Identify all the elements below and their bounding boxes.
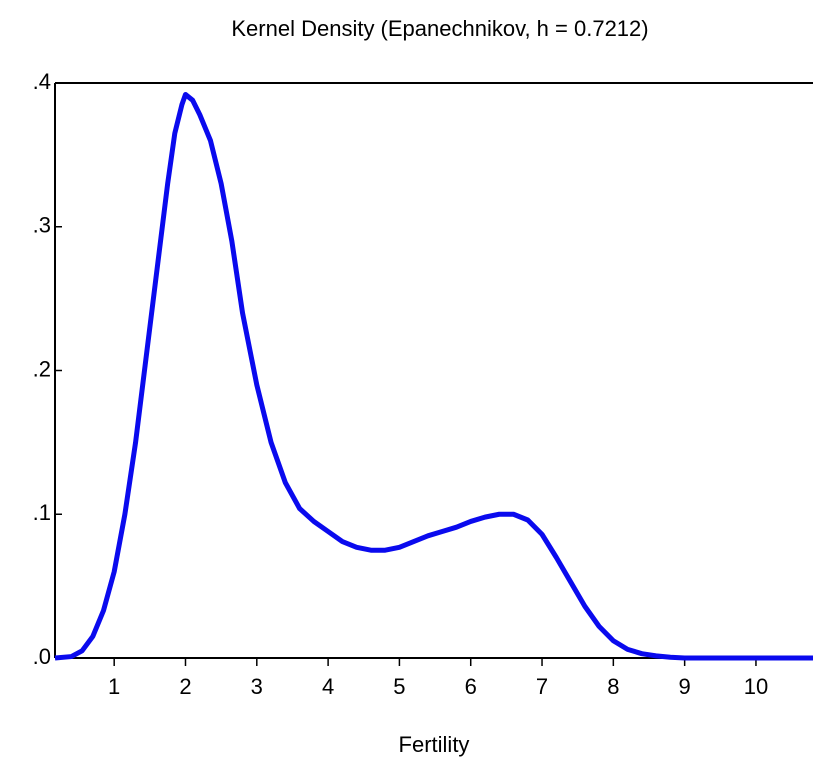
x-tick-label: 2 [179, 674, 191, 699]
x-tick-label: 1 [108, 674, 120, 699]
y-tick-label: .3 [33, 213, 51, 238]
x-tick-label: 9 [679, 674, 691, 699]
x-axis-label: Fertility [399, 732, 470, 757]
y-tick-label: .4 [33, 69, 51, 94]
density-line [54, 92, 813, 661]
y-tick-label: .0 [33, 644, 51, 669]
x-tick-label: 10 [744, 674, 768, 699]
x-tick-label: 3 [251, 674, 263, 699]
y-tick-label: .1 [33, 500, 51, 525]
x-tick-label: 7 [536, 674, 548, 699]
chart-title: Kernel Density (Epanechnikov, h = 0.7212… [231, 16, 648, 41]
y-tick-label: .2 [33, 356, 51, 381]
x-tick-label: 5 [393, 674, 405, 699]
x-tick-label: 6 [465, 674, 477, 699]
x-tick-label: 4 [322, 674, 334, 699]
x-tick-label: 8 [607, 674, 619, 699]
